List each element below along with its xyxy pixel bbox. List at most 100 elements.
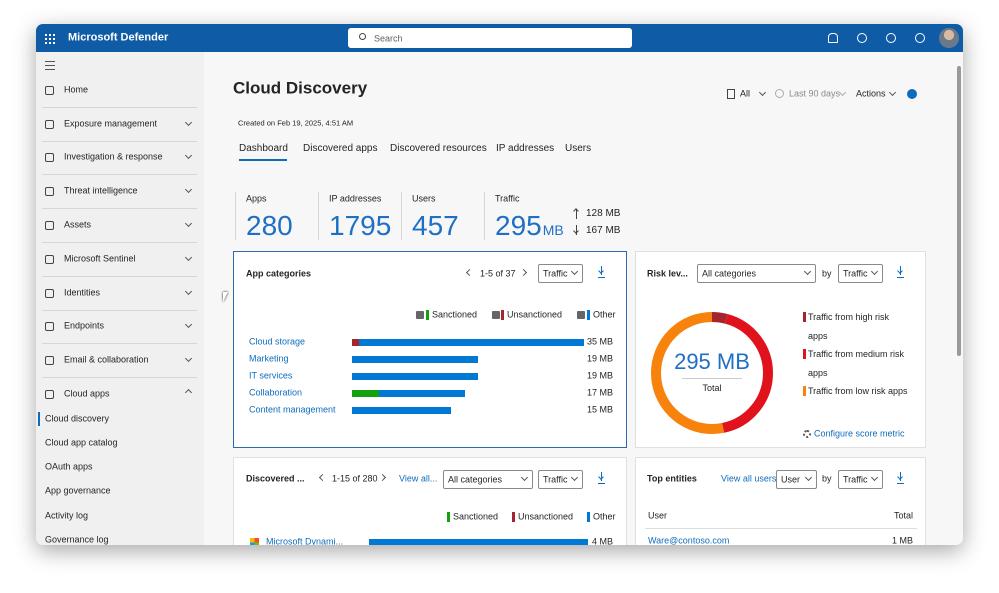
nav-separator — [42, 343, 197, 344]
download-icon[interactable] — [601, 266, 603, 275]
nav-item[interactable]: Exposure management — [64, 118, 158, 129]
tab[interactable]: Users — [565, 143, 592, 154]
card-title: Discovered ... — [246, 473, 305, 484]
toolbar-item[interactable]: All — [740, 88, 751, 99]
header-icon[interactable] — [915, 33, 925, 43]
dropdown[interactable] — [776, 470, 817, 489]
nav-sub-item[interactable]: Governance log — [45, 534, 109, 545]
legend-swatch — [803, 349, 806, 359]
nav-item[interactable]: Investigation & response — [64, 151, 163, 162]
waffle-dot[interactable] — [49, 34, 51, 36]
nav-item[interactable]: Identities — [64, 287, 101, 298]
tab[interactable]: Discovered resources — [390, 143, 487, 154]
legend-checkbox[interactable] — [577, 311, 585, 319]
configure-link[interactable]: Configure score metric — [814, 428, 905, 439]
dropdown-text: All categories — [448, 474, 503, 484]
dropdown[interactable] — [838, 470, 883, 489]
nav-item[interactable]: Threat intelligence — [64, 185, 138, 196]
help-icon[interactable] — [907, 89, 917, 99]
toolbar-item[interactable]: Last 90 days — [789, 88, 841, 99]
nav-sub-item[interactable]: Cloud app catalog — [45, 437, 118, 448]
legend-label: Traffic from high risk apps — [808, 312, 890, 341]
row-name[interactable]: Collaboration — [249, 387, 303, 398]
waffle-dot[interactable] — [49, 42, 51, 44]
dropdown[interactable] — [538, 264, 583, 283]
stat-value: 1795 — [329, 210, 392, 241]
row-name[interactable]: Microsoft Dynami... — [266, 536, 344, 545]
nav-sub-item[interactable]: OAuth apps — [45, 461, 93, 472]
nav-icon — [45, 221, 54, 230]
scrollbar-thumb[interactable] — [957, 66, 961, 356]
row-name[interactable]: Content management — [249, 404, 336, 415]
row-name[interactable]: Cloud storage — [249, 336, 306, 347]
avatar[interactable] — [939, 28, 959, 48]
clock-icon — [775, 89, 784, 98]
nav-item[interactable]: Assets — [64, 219, 92, 230]
nav-item[interactable]: Endpoints — [64, 320, 105, 331]
row-total: 19 MB — [586, 353, 613, 364]
bar-segment — [352, 389, 379, 397]
legend-swatch — [512, 512, 515, 522]
download-base — [897, 483, 904, 485]
download-icon[interactable] — [900, 472, 902, 481]
product-name: Microsoft Defender — [68, 31, 169, 44]
nav-selected-indicator — [38, 412, 40, 426]
traffic-upload: 128 MB — [586, 208, 621, 219]
header-icon[interactable] — [857, 33, 867, 43]
dropdown[interactable] — [443, 470, 533, 489]
nav-sub-item[interactable]: App governance — [45, 485, 111, 496]
by-label: by — [822, 268, 832, 279]
tab[interactable]: Dashboard — [239, 143, 288, 154]
waffle-dot[interactable] — [45, 34, 47, 36]
doc-icon — [727, 89, 735, 99]
nav-sub-item[interactable]: Cloud discovery — [45, 413, 110, 424]
legend-swatch — [426, 310, 429, 320]
nav-icon — [45, 120, 54, 129]
tab[interactable]: IP addresses — [496, 143, 555, 154]
stat-divider — [235, 192, 236, 240]
stat-label: Apps — [246, 193, 267, 204]
bar-segment — [352, 372, 478, 380]
view-all-link[interactable]: View all... — [399, 473, 438, 484]
view-all-link[interactable]: View all users — [721, 473, 777, 484]
header-icon[interactable] — [828, 33, 838, 43]
dropdown[interactable] — [538, 470, 583, 489]
stat-unit: MB — [542, 222, 564, 238]
nav-sub-item[interactable]: Activity log — [45, 510, 89, 521]
toolbar-item[interactable]: Actions — [856, 88, 886, 99]
waffle-dot[interactable] — [45, 42, 47, 44]
legend-checkbox[interactable] — [416, 311, 424, 319]
row-name[interactable]: Marketing — [249, 353, 289, 364]
nav-icon — [45, 289, 54, 298]
nav-item[interactable]: Email & collaboration — [64, 354, 149, 365]
legend-label: Traffic from medium risk apps — [808, 349, 905, 378]
waffle-dot[interactable] — [53, 38, 55, 40]
pager: 1-5 of 37 — [480, 268, 516, 279]
nav-item[interactable]: Cloud apps — [64, 388, 110, 399]
nav-item[interactable]: Microsoft Sentinel — [64, 253, 136, 264]
download-icon[interactable] — [900, 266, 902, 275]
dropdown[interactable] — [838, 264, 883, 283]
nav-separator — [42, 107, 197, 108]
tab[interactable]: Discovered apps — [303, 143, 378, 154]
table-divider — [645, 528, 917, 529]
stat-divider — [484, 192, 485, 240]
waffle-dot[interactable] — [45, 38, 47, 40]
hamburger-line[interactable] — [45, 61, 55, 62]
waffle-dot[interactable] — [53, 34, 55, 36]
waffle-dot[interactable] — [53, 42, 55, 44]
legend-checkbox[interactable] — [492, 311, 500, 319]
nav-item[interactable]: Home — [64, 84, 89, 95]
dropdown-text: Traffic — [543, 474, 568, 484]
search-box[interactable] — [348, 28, 632, 48]
hamburger-line[interactable] — [45, 69, 55, 70]
dropdown[interactable] — [697, 264, 816, 283]
header-icon[interactable] — [886, 33, 896, 43]
table-cell[interactable]: Ware@contoso.com — [648, 535, 730, 545]
legend-label: Unsanctioned — [507, 309, 563, 320]
row-name[interactable]: IT services — [249, 370, 293, 381]
gear-icon[interactable] — [803, 430, 811, 438]
hamburger-line[interactable] — [45, 65, 55, 66]
download-icon[interactable] — [601, 472, 603, 481]
waffle-dot[interactable] — [49, 38, 51, 40]
